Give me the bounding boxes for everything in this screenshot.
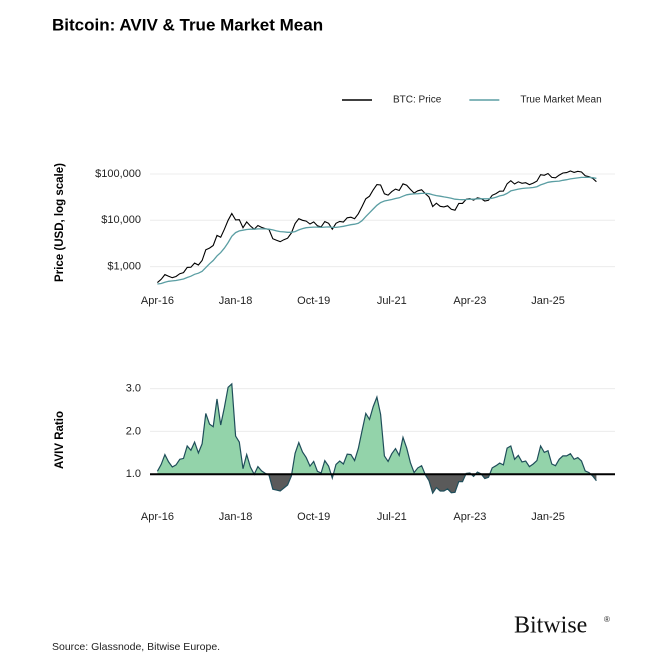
series-line (156, 382, 597, 495)
legend-label: True Market Mean (520, 95, 601, 106)
x-tick-label: Apr-23 (453, 295, 486, 307)
y-tick-label: 1.0 (126, 468, 141, 480)
x-tick-label: Oct-19 (297, 295, 330, 307)
legend-label: BTC: Price (393, 95, 442, 106)
x-tick-label: Jan-25 (531, 295, 565, 307)
y-tick-label: 3.0 (126, 382, 141, 394)
x-tick-label: Jan-18 (219, 295, 253, 307)
series-line (157, 176, 597, 285)
source: Source: Glassnode, Bitwise Europe. (52, 641, 220, 653)
y-tick-label: 2.0 (126, 425, 141, 437)
series-line (157, 170, 597, 284)
y-tick-label: $100,000 (95, 168, 141, 180)
x-tick-label: Jul-21 (377, 295, 407, 307)
x-tick-label: Apr-16 (141, 295, 174, 307)
x-tick-label: Jan-18 (219, 511, 253, 523)
logo: Bitwise (514, 613, 587, 639)
area-above (157, 383, 591, 475)
y-tick-label: $1,000 (107, 260, 141, 272)
logo-mark: ® (604, 615, 610, 624)
x-tick-label: Apr-16 (141, 511, 174, 523)
y-tick-label: $10,000 (101, 214, 141, 226)
x-tick-label: Oct-19 (297, 511, 330, 523)
y-axis-title: Price (USD, log scale) (54, 163, 66, 282)
y-axis-title: AVIV Ratio (54, 411, 66, 469)
x-tick-label: Jul-21 (377, 511, 407, 523)
title: Bitcoin: AVIV & True Market Mean (52, 15, 323, 34)
x-tick-label: Jan-25 (531, 511, 565, 523)
x-tick-label: Apr-23 (453, 511, 486, 523)
